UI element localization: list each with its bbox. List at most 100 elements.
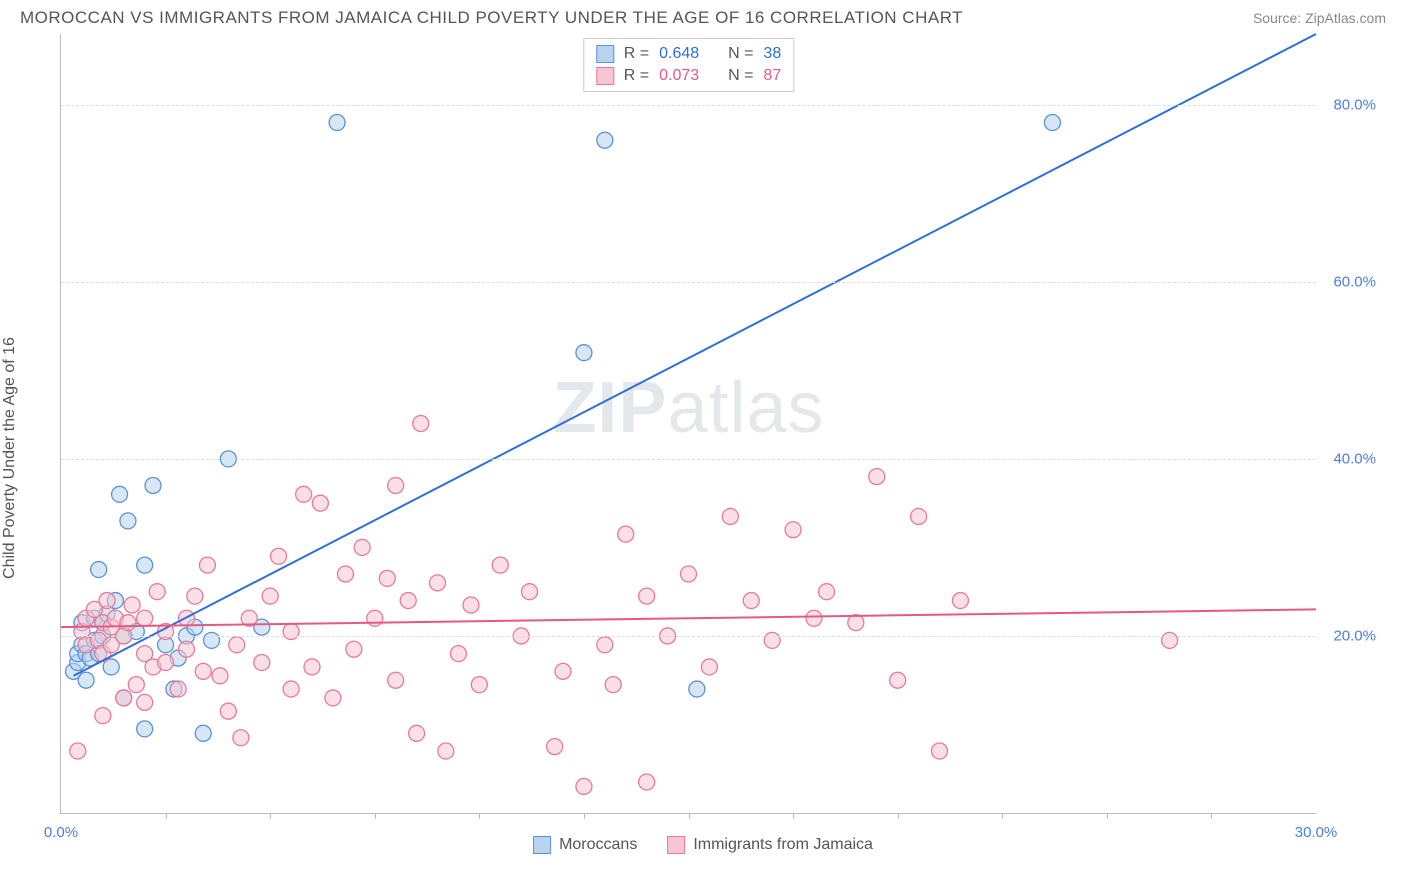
y-tick-label: 80.0%	[1333, 96, 1376, 113]
data-point	[354, 539, 370, 555]
data-point	[639, 588, 655, 604]
legend-item-series1: Moroccans	[533, 836, 637, 854]
data-point	[1044, 115, 1060, 131]
scatter-svg	[61, 34, 1316, 813]
data-point	[124, 597, 140, 613]
data-point	[137, 694, 153, 710]
data-point	[195, 725, 211, 741]
data-point	[639, 774, 655, 790]
data-point	[120, 615, 136, 631]
data-point	[91, 562, 107, 578]
data-point	[325, 690, 341, 706]
data-point	[409, 725, 425, 741]
data-point	[764, 632, 780, 648]
data-point	[116, 690, 132, 706]
data-point	[869, 469, 885, 485]
data-point	[413, 416, 429, 432]
data-point	[158, 655, 174, 671]
data-point	[337, 566, 353, 582]
source-attribution: Source: ZipAtlas.com	[1253, 10, 1386, 26]
data-point	[471, 677, 487, 693]
legend-label-series1: Moroccans	[559, 836, 637, 854]
legend-label-series2: Immigrants from Jamaica	[693, 836, 873, 854]
data-point	[890, 672, 906, 688]
data-point	[149, 584, 165, 600]
y-tick-label: 40.0%	[1333, 450, 1376, 467]
data-point	[848, 615, 864, 631]
data-point	[618, 526, 634, 542]
data-point	[233, 730, 249, 746]
data-point	[1162, 632, 1178, 648]
data-point	[229, 637, 245, 653]
data-point	[329, 115, 345, 131]
data-point	[283, 681, 299, 697]
data-point	[743, 593, 759, 609]
legend-swatch-series2	[667, 836, 685, 854]
legend-swatch-series1	[533, 836, 551, 854]
data-point	[438, 743, 454, 759]
plot-area: ZIPatlas R = 0.648 N = 38 R = 0.073 N = …	[60, 34, 1316, 814]
data-point	[911, 508, 927, 524]
data-point	[220, 703, 236, 719]
data-point	[99, 593, 115, 609]
data-point	[78, 672, 94, 688]
data-point	[137, 557, 153, 573]
data-point	[463, 597, 479, 613]
data-point	[430, 575, 446, 591]
y-axis-label: Child Poverty Under the Age of 16	[1, 337, 19, 579]
data-point	[388, 672, 404, 688]
y-tick-label: 60.0%	[1333, 273, 1376, 290]
data-point	[689, 681, 705, 697]
data-point	[346, 641, 362, 657]
data-point	[137, 610, 153, 626]
data-point	[296, 486, 312, 502]
data-point	[179, 641, 195, 657]
data-point	[605, 677, 621, 693]
data-point	[120, 513, 136, 529]
y-tick-label: 20.0%	[1333, 627, 1376, 644]
data-point	[262, 588, 278, 604]
data-point	[204, 632, 220, 648]
legend-item-series2: Immigrants from Jamaica	[667, 836, 873, 854]
bottom-legend: Moroccans Immigrants from Jamaica	[533, 836, 873, 854]
data-point	[492, 557, 508, 573]
data-point	[312, 495, 328, 511]
x-tick-label: 30.0%	[1295, 824, 1338, 841]
data-point	[576, 345, 592, 361]
data-point	[95, 708, 111, 724]
data-point	[187, 588, 203, 604]
chart-container: Child Poverty Under the Age of 16 ZIPatl…	[20, 34, 1386, 864]
data-point	[785, 522, 801, 538]
data-point	[388, 477, 404, 493]
data-point	[932, 743, 948, 759]
data-point	[722, 508, 738, 524]
data-point	[212, 668, 228, 684]
data-point	[555, 663, 571, 679]
data-point	[145, 477, 161, 493]
data-point	[199, 557, 215, 573]
data-point	[806, 610, 822, 626]
data-point	[254, 655, 270, 671]
data-point	[952, 593, 968, 609]
data-point	[819, 584, 835, 600]
data-point	[597, 637, 613, 653]
data-point	[701, 659, 717, 675]
data-point	[522, 584, 538, 600]
data-point	[283, 624, 299, 640]
data-point	[112, 486, 128, 502]
data-point	[304, 659, 320, 675]
data-point	[128, 677, 144, 693]
data-point	[170, 681, 186, 697]
data-point	[400, 593, 416, 609]
data-point	[195, 663, 211, 679]
data-point	[450, 646, 466, 662]
data-point	[271, 548, 287, 564]
data-point	[367, 610, 383, 626]
data-point	[137, 721, 153, 737]
data-point	[70, 743, 86, 759]
data-point	[576, 778, 592, 794]
chart-title: MOROCCAN VS IMMIGRANTS FROM JAMAICA CHIL…	[20, 8, 963, 28]
data-point	[597, 132, 613, 148]
data-point	[547, 739, 563, 755]
data-point	[379, 570, 395, 586]
